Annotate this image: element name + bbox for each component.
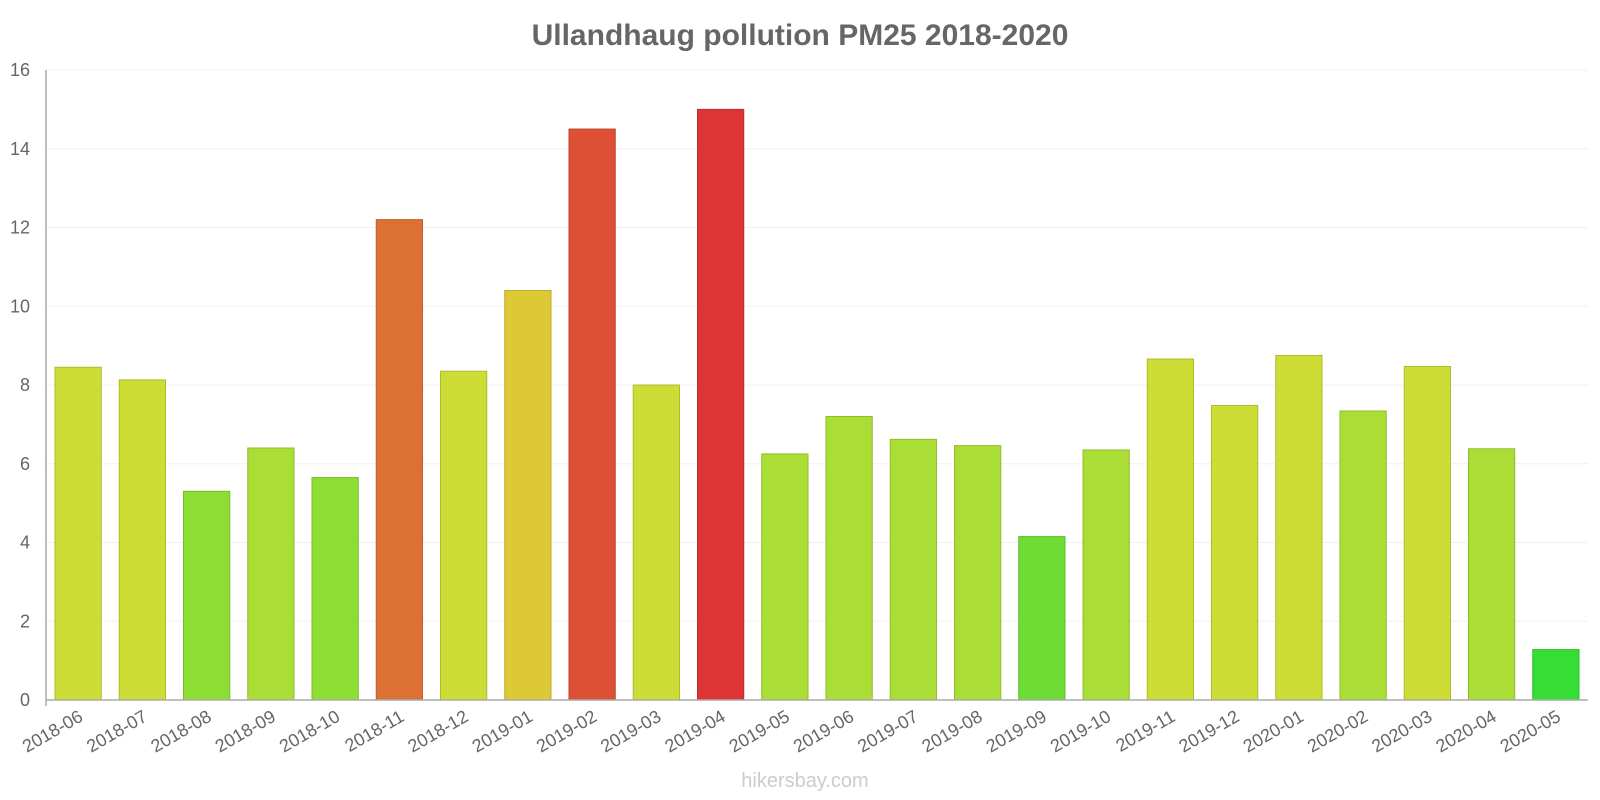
x-tick-label: 2019-08 <box>918 706 985 756</box>
x-tick-label: 2020-05 <box>1497 706 1564 756</box>
bar-2020-05 <box>1532 649 1580 701</box>
x-tick-label: 2019-02 <box>533 706 600 756</box>
y-tick-label: 2 <box>20 611 30 631</box>
bar-2019-05 <box>761 453 809 701</box>
bars <box>54 108 1580 701</box>
x-tick-label: 2019-12 <box>1175 706 1242 756</box>
x-tick-label: 2019-10 <box>1047 706 1114 756</box>
bar-2019-09 <box>1018 536 1066 701</box>
x-tick-label: 2018-07 <box>83 706 150 756</box>
gridlines <box>46 69 1588 622</box>
x-tick-label: 2018-08 <box>147 706 214 756</box>
x-tick-label: 2018-11 <box>341 706 407 756</box>
bar-2019-08 <box>953 445 1002 701</box>
x-tick-label: 2019-11 <box>1112 706 1178 756</box>
x-tick-label: 2018-12 <box>404 706 471 756</box>
x-tick-label: 2018-10 <box>276 706 343 756</box>
y-tick-label: 0 <box>20 690 30 710</box>
watermark: hikersbay.com <box>741 770 868 792</box>
y-tick-label: 6 <box>20 454 30 474</box>
y-tick-label: 14 <box>10 139 30 159</box>
x-tick-label: 2020-01 <box>1240 706 1307 756</box>
bar-2018-07 <box>118 379 167 701</box>
bar-2018-12 <box>439 370 488 701</box>
bar-2019-03 <box>632 384 681 701</box>
y-tick-label: 10 <box>10 296 30 316</box>
x-tick-label: 2019-04 <box>661 706 728 756</box>
y-tick-label: 4 <box>20 533 30 553</box>
bar-2019-01 <box>504 290 552 701</box>
x-tick-label: 2018-09 <box>212 706 279 756</box>
bar-2018-09 <box>247 447 295 701</box>
x-tick-label: 2019-07 <box>854 706 921 756</box>
bar-2019-10 <box>1082 449 1130 701</box>
bar-2018-11 <box>375 219 424 701</box>
chart-title: Ullandhaug pollution PM25 2018-2020 <box>532 19 1069 52</box>
bar-2019-04 <box>696 108 745 701</box>
bar-2018-10 <box>311 477 359 701</box>
bar-2020-03 <box>1403 365 1452 701</box>
y-axis: 0 2 4 6 8 10 12 14 16 <box>10 60 47 710</box>
bar-2019-06 <box>825 416 873 701</box>
bar-2019-12 <box>1210 404 1259 701</box>
bar-2020-02 <box>1339 410 1387 701</box>
x-tick-label: 2020-02 <box>1304 706 1371 756</box>
x-tick-label: 2020-03 <box>1368 706 1435 756</box>
x-tick-label: 2019-01 <box>469 706 536 756</box>
y-tick-label: 8 <box>20 375 30 395</box>
bar-2019-07 <box>889 438 938 701</box>
bar-2020-01 <box>1275 354 1323 701</box>
x-tick-label: 2018-06 <box>19 706 86 756</box>
bar-2019-11 <box>1146 358 1195 701</box>
bar-2019-02 <box>568 128 616 701</box>
x-tick-label: 2019-05 <box>726 706 793 756</box>
x-tick-label: 2019-03 <box>597 706 664 756</box>
x-tick-label: 2019-06 <box>790 706 857 756</box>
x-tick-label: 2019-09 <box>983 706 1050 756</box>
bar-2018-08 <box>182 490 231 701</box>
y-tick-label: 16 <box>10 60 30 80</box>
x-tick-label: 2020-04 <box>1432 706 1499 756</box>
y-tick-label: 12 <box>10 218 30 238</box>
x-axis: 2018-062018-072018-082018-092018-102018-… <box>19 699 1588 756</box>
bar-2018-06 <box>54 366 102 701</box>
bar-2020-04 <box>1467 448 1516 701</box>
